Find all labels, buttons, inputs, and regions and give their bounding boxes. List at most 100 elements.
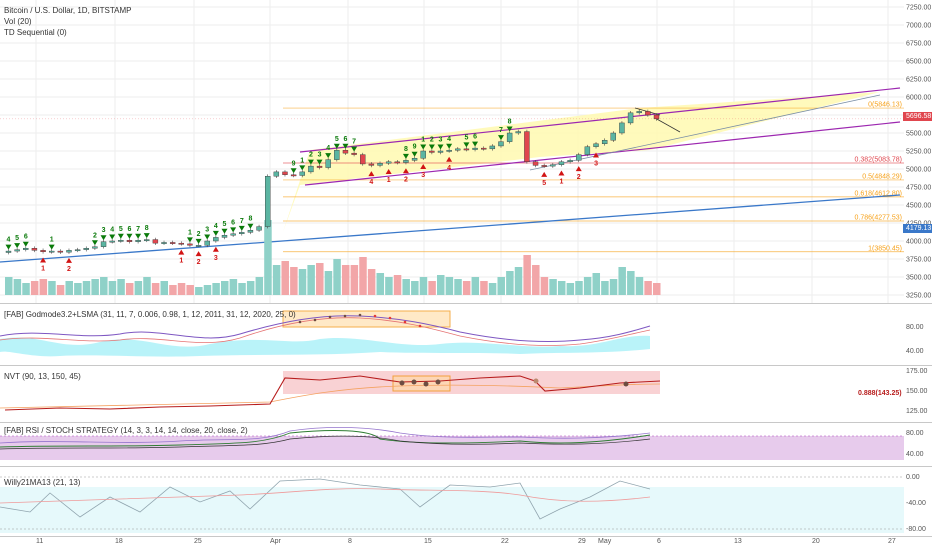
symbol-title[interactable]: Bitcoin / U.S. Dollar, 1D, BITSTAMP — [4, 6, 132, 15]
candle-body[interactable] — [334, 150, 340, 160]
candle-body[interactable] — [169, 242, 176, 244]
candle-body[interactable] — [420, 150, 426, 159]
candle-body[interactable] — [126, 240, 133, 242]
candle-body[interactable] — [627, 112, 634, 124]
candle-body[interactable] — [489, 145, 496, 150]
candle-body[interactable] — [57, 250, 64, 253]
candle-body[interactable] — [49, 250, 55, 253]
candle-body[interactable] — [645, 111, 651, 116]
candle-body[interactable] — [308, 165, 314, 173]
candle-body[interactable] — [74, 249, 81, 252]
candle-body[interactable] — [455, 148, 461, 151]
candle-body[interactable] — [584, 146, 591, 155]
candle-body[interactable] — [481, 147, 487, 150]
candle-body[interactable] — [558, 161, 565, 165]
candle-body[interactable] — [290, 174, 297, 177]
candle-body[interactable] — [593, 143, 599, 147]
main-chart-pane[interactable]: 0(5846.13) 0.382(5083.78) 0.5(4848.29) 0.61… — [0, 0, 932, 303]
candle-body[interactable] — [437, 150, 444, 153]
nvt-pane[interactable]: 175.00 150.00 125.00 0.888(143.25) NVT (… — [0, 366, 932, 422]
candle-body[interactable] — [195, 245, 202, 247]
candle-body[interactable] — [299, 171, 305, 176]
vol-indicator-label[interactable]: Vol (20) — [4, 17, 32, 26]
candle-body[interactable] — [152, 239, 159, 244]
willy-canvas[interactable]: 0.00 -40.00 -80.00 — [0, 467, 932, 536]
candle-body[interactable] — [446, 150, 452, 152]
candle-body[interactable] — [256, 226, 262, 231]
candle-body[interactable] — [230, 233, 236, 236]
candle-body[interactable] — [92, 246, 98, 249]
candle-body[interactable] — [601, 139, 608, 144]
candle-body[interactable] — [265, 175, 271, 227]
candle-body[interactable] — [377, 163, 383, 166]
candle-body[interactable] — [247, 229, 254, 233]
main-chart-canvas[interactable]: 0(5846.13) 0.382(5083.78) 0.5(4848.29) 0.61… — [0, 0, 932, 303]
pitch-line-b[interactable] — [654, 117, 681, 133]
pane-divider[interactable] — [0, 422, 932, 423]
candle-body[interactable] — [498, 141, 504, 147]
nvt-legend[interactable]: NVT (90, 13, 150, 45) — [4, 372, 81, 381]
willy-pane[interactable]: 0.00 -40.00 -80.00 Willy21MA13 (21, 13) — [0, 467, 932, 536]
candle-body[interactable] — [567, 160, 573, 163]
candle-body[interactable] — [619, 122, 625, 134]
candle-body[interactable] — [282, 171, 288, 175]
candle-body[interactable] — [187, 243, 193, 246]
nvt-canvas[interactable]: 175.00 150.00 125.00 0.888(143.25) — [0, 366, 932, 422]
td-indicator-label[interactable]: TD Sequential (0) — [4, 28, 67, 37]
candle-body[interactable] — [532, 161, 539, 166]
time-axis[interactable]: 11 18 25 Apr 8 15 22 29 May 6 13 20 27 — [0, 536, 932, 550]
nvt-highlight-box[interactable] — [392, 375, 451, 392]
purple-upper-channel[interactable] — [299, 87, 901, 153]
candle-body[interactable] — [31, 247, 38, 251]
rsi-legend[interactable]: [FAB] RSI / STOCH STRATEGY (14, 3, 3, 14… — [4, 426, 248, 435]
candle-body[interactable] — [342, 150, 349, 154]
candle-body[interactable] — [40, 250, 46, 253]
purple-lower-channel[interactable] — [304, 121, 901, 186]
candle-body[interactable] — [385, 161, 392, 164]
candle-body[interactable] — [239, 232, 245, 235]
candle-body[interactable] — [403, 160, 409, 163]
candle-body[interactable] — [135, 240, 141, 242]
candle-body[interactable] — [273, 171, 280, 177]
rsi-canvas[interactable]: 80.00 40.00 — [0, 423, 932, 466]
candle-body[interactable] — [213, 237, 219, 242]
candle-body[interactable] — [178, 242, 185, 245]
candle-body[interactable] — [653, 114, 660, 120]
candle-body[interactable] — [360, 154, 366, 165]
candle-body[interactable] — [66, 250, 72, 253]
candle-body[interactable] — [463, 148, 470, 151]
godmode-highlight-box[interactable] — [282, 310, 451, 328]
candle-body[interactable] — [429, 150, 435, 153]
candle-body[interactable] — [204, 240, 210, 246]
candle-body[interactable] — [411, 157, 418, 161]
godmode-pane[interactable]: 80.00 40.00 [FAB] Godmode3.2+LSMA (31, 1… — [0, 304, 932, 365]
candle-body[interactable] — [541, 165, 547, 167]
candle-body[interactable] — [14, 249, 20, 252]
blue-trendline[interactable] — [0, 194, 901, 263]
candle-body[interactable] — [636, 111, 642, 114]
candle-body[interactable] — [5, 250, 12, 253]
candle-body[interactable] — [109, 240, 115, 243]
candle-body[interactable] — [472, 147, 478, 150]
candle-body[interactable] — [221, 235, 228, 238]
willy-legend[interactable]: Willy21MA13 (21, 13) — [4, 478, 81, 487]
rsi-pane[interactable]: 80.00 40.00 [FAB] RSI / STOCH STRATEGY (… — [0, 423, 932, 466]
gray-trendline[interactable] — [529, 94, 881, 171]
candle-body[interactable] — [118, 240, 124, 242]
pane-divider[interactable] — [0, 466, 932, 467]
godmode-legend[interactable]: [FAB] Godmode3.2+LSMA (31, 11, 7, 0.006,… — [4, 310, 296, 319]
pane-divider[interactable] — [0, 365, 932, 366]
candle-body[interactable] — [100, 241, 107, 247]
candle-body[interactable] — [524, 131, 530, 162]
candle-body[interactable] — [394, 161, 400, 164]
candle-body[interactable] — [576, 154, 582, 161]
candle-body[interactable] — [316, 165, 323, 168]
candle-body[interactable] — [144, 239, 150, 241]
candle-body[interactable] — [161, 242, 167, 244]
godmode-canvas[interactable]: 80.00 40.00 — [0, 304, 932, 365]
candle-body[interactable] — [325, 159, 331, 168]
candle-body[interactable] — [368, 163, 375, 166]
candle-body[interactable] — [506, 132, 513, 142]
candle-body[interactable] — [610, 132, 616, 141]
candle-body[interactable] — [351, 152, 357, 155]
